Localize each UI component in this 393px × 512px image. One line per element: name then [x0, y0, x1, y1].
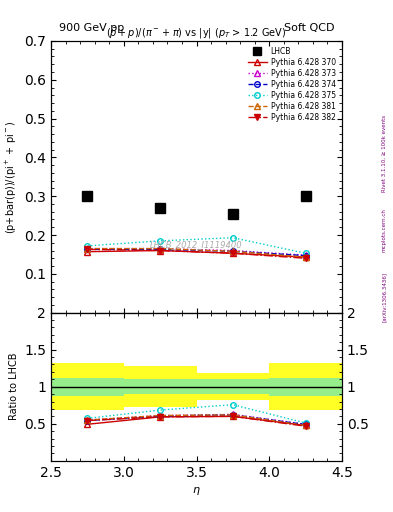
Text: 900 GeV pp: 900 GeV pp — [59, 23, 124, 33]
Bar — [269, 378, 342, 396]
Text: LHCB_2012_I1119400: LHCB_2012_I1119400 — [150, 240, 243, 249]
Text: mcplots.cern.ch: mcplots.cern.ch — [382, 208, 387, 252]
Bar — [51, 363, 124, 411]
Text: Soft QCD: Soft QCD — [284, 23, 334, 33]
Text: [arXiv:1306.3436]: [arXiv:1306.3436] — [382, 272, 387, 322]
Bar — [124, 366, 196, 408]
Bar — [269, 363, 342, 411]
Legend: LHCB, Pythia 6.428 370, Pythia 6.428 373, Pythia 6.428 374, Pythia 6.428 375, Py: LHCB, Pythia 6.428 370, Pythia 6.428 373… — [246, 45, 338, 124]
Bar — [196, 379, 269, 394]
Y-axis label: (p+bar(p))/(pi$^+$ + pi$^-$): (p+bar(p))/(pi$^+$ + pi$^-$) — [4, 120, 19, 233]
Bar — [51, 378, 124, 396]
X-axis label: $\eta$: $\eta$ — [192, 485, 201, 497]
Bar — [124, 379, 196, 394]
Text: Rivet 3.1.10, ≥ 100k events: Rivet 3.1.10, ≥ 100k events — [382, 115, 387, 192]
Y-axis label: Ratio to LHCB: Ratio to LHCB — [9, 353, 19, 420]
Bar — [196, 373, 269, 400]
Title: $(\bar{p}+p)/(\pi^-+\pi)$ vs |y| ($p_T$ > 1.2 GeV): $(\bar{p}+p)/(\pi^-+\pi)$ vs |y| ($p_T$ … — [107, 27, 286, 41]
